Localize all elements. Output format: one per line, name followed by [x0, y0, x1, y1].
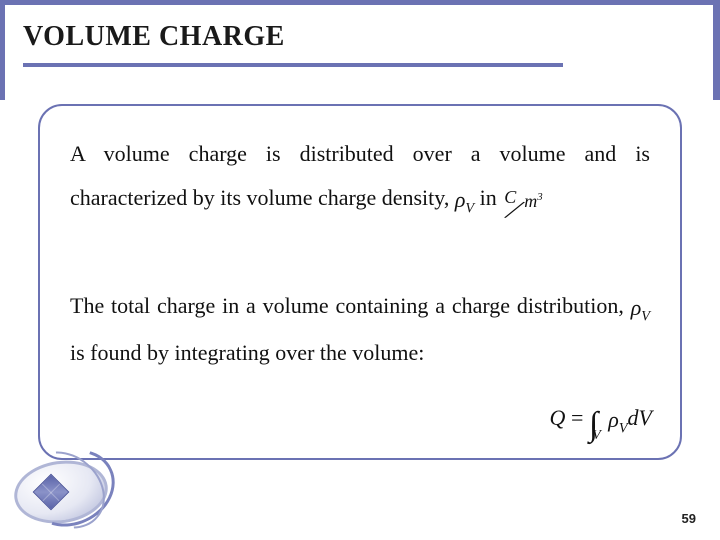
eq-rho-base: ρ — [608, 407, 619, 432]
p1-text: A volume charge is distributed over a vo… — [70, 141, 650, 210]
rho2-sub: V — [641, 308, 650, 324]
paragraph-2: The total charge in a volume containing … — [70, 284, 650, 375]
logo-icon — [14, 445, 109, 540]
rho-sub: V — [465, 200, 474, 216]
unit-den-base: m — [524, 191, 537, 211]
title-underline — [23, 63, 563, 67]
eq-dV: dV — [628, 405, 652, 430]
eq-Q: Q — [550, 405, 566, 430]
page-number: 59 — [682, 511, 696, 526]
rho2-base: ρ — [631, 295, 642, 320]
eq-rho: ρV — [608, 407, 627, 437]
equation-integral: Q = ∫V ρVdV — [550, 405, 652, 444]
header-band: VOLUME CHARGE — [0, 0, 720, 100]
integral-sub: V — [592, 428, 601, 443]
p1-in: in — [480, 185, 503, 210]
content-frame: A volume charge is distributed over a vo… — [38, 104, 682, 460]
unit-fraction: C ⁄ m3 — [502, 183, 548, 213]
p2-text1: The total charge in a volume containing … — [70, 293, 631, 318]
header-inner: VOLUME CHARGE — [5, 5, 715, 100]
slide-title: VOLUME CHARGE — [23, 21, 285, 53]
p2-text2: is found by integrating over the volume: — [70, 340, 424, 365]
rho-base: ρ — [455, 187, 466, 212]
eq-equals: = — [565, 405, 588, 430]
unit-den-exp: 3 — [537, 191, 542, 203]
rho-symbol: ρV — [455, 178, 474, 223]
slide: VOLUME CHARGE A volume charge is distrib… — [0, 0, 720, 540]
rho-symbol-2: ρV — [631, 286, 650, 331]
unit-denominator: m3 — [524, 183, 542, 219]
paragraph-1: A volume charge is distributed over a vo… — [70, 132, 650, 223]
eq-rho-sub: V — [619, 420, 628, 436]
